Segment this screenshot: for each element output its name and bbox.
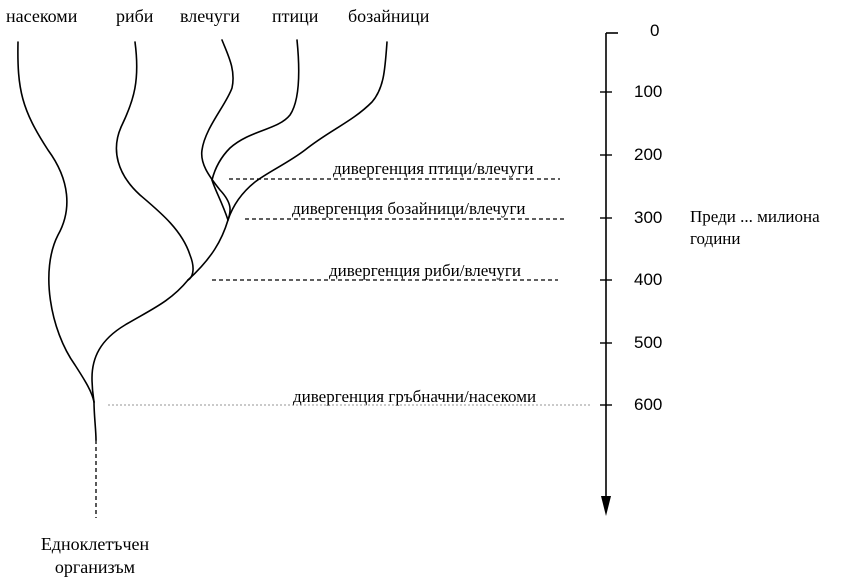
tick-label-300: 300 — [634, 208, 663, 227]
tick-label-200: 200 — [634, 145, 663, 164]
root-label-line2: организъм — [54, 557, 136, 577]
taxon-label-insects: насекоми — [6, 6, 78, 26]
branch-mammals — [227, 41, 388, 221]
branch-stem-1 — [211, 179, 229, 221]
branch-reptiles — [200, 39, 234, 221]
axis-arrowhead — [601, 496, 611, 516]
branch-insects — [17, 41, 95, 403]
divergence-label-vertebrates-insects: дивергенция гръбначни/насекоми — [293, 387, 537, 406]
time-axis — [605, 32, 618, 500]
axis-ticks — [600, 91, 612, 406]
taxon-label-reptiles: влечуги — [180, 6, 240, 26]
branch-stem-3 — [91, 279, 189, 403]
axis-title-line1: Преди ... милиона — [690, 207, 820, 226]
root-label: Едноклетъчен организъм — [20, 533, 170, 579]
axis-title-line2: години — [690, 229, 741, 248]
taxon-label-birds: птици — [272, 6, 319, 26]
tick-label-0: 0 — [650, 21, 660, 40]
branch-fish — [115, 41, 194, 281]
branch-stem-2 — [187, 219, 229, 281]
tick-label-100: 100 — [634, 82, 663, 101]
root-label-line1: Едноклетъчен — [40, 534, 150, 554]
axis-title: Преди ... милиона години — [690, 206, 850, 250]
taxon-label-mammals: бозайници — [348, 6, 430, 26]
taxon-label-fish: риби — [116, 6, 154, 26]
tick-label-500: 500 — [634, 333, 663, 352]
tick-label-400: 400 — [634, 270, 663, 289]
divergence-label-birds-reptiles: дивергенция птици/влечуги — [333, 159, 534, 178]
divergence-label-mammals-reptiles: дивергенция бозайници/влечуги — [292, 199, 526, 218]
branch-root — [93, 401, 97, 441]
divergence-label-fish-reptiles: дивергенция риби/влечуги — [329, 261, 521, 280]
tick-label-600: 600 — [634, 395, 663, 414]
branch-birds — [211, 39, 300, 181]
